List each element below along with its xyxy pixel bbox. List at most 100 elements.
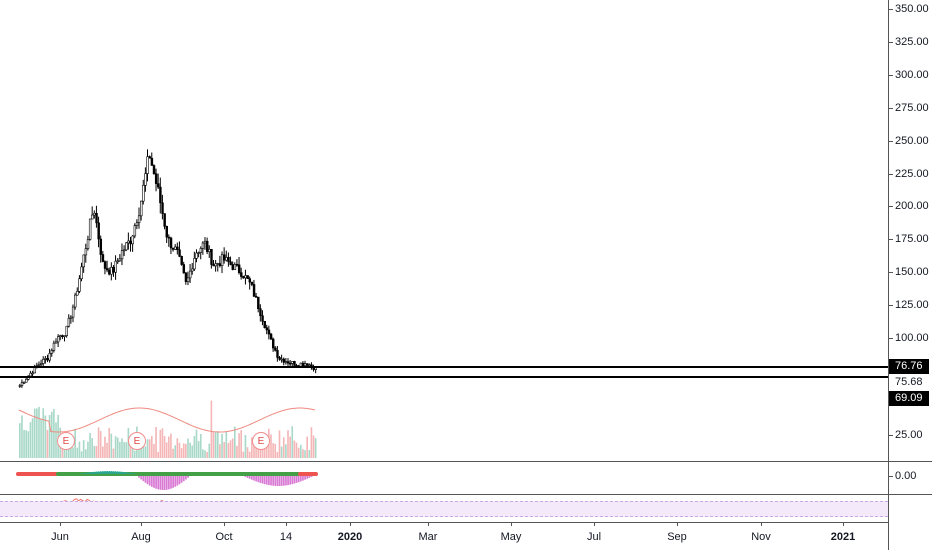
volume-bar — [21, 415, 23, 458]
candle-body — [174, 246, 177, 250]
volume-bar — [19, 423, 21, 458]
time-axis-tick — [286, 522, 287, 526]
candle-body — [95, 212, 98, 224]
macd-histogram-bar — [121, 471, 123, 474]
macd-histogram-bar — [263, 476, 266, 485]
price-label-lower-level[interactable]: 69.09 — [889, 391, 929, 406]
macd-histogram-bar — [246, 476, 249, 478]
macd-histogram-bar — [270, 476, 272, 486]
macd-histogram-bar — [297, 476, 300, 483]
candle-body — [210, 248, 213, 265]
price-axis-tick — [889, 9, 893, 10]
volume-bar — [233, 426, 236, 458]
chart-canvas[interactable] — [0, 0, 888, 550]
macd-histogram-bar — [119, 471, 121, 474]
horizontal-line-upper[interactable] — [0, 366, 889, 368]
macd-histogram-bar — [276, 476, 279, 486]
volume-bar — [168, 436, 170, 458]
macd-histogram-bar — [272, 476, 275, 486]
candle-body — [37, 364, 41, 366]
macd-histogram-bar — [282, 476, 285, 486]
macd-histogram-bar — [257, 476, 260, 483]
volume-bar — [36, 408, 38, 458]
time-axis-label: Sep — [667, 531, 687, 543]
macd-histogram-bar — [295, 476, 298, 483]
time-axis-label: Mar — [418, 531, 438, 543]
price-axis-border — [888, 0, 889, 550]
candle-body — [59, 335, 62, 337]
macd-histogram-bar — [291, 476, 294, 485]
macd-histogram-bar — [187, 476, 189, 478]
candle-body — [129, 240, 132, 245]
volume-bar — [87, 441, 89, 458]
price-label-upper-level[interactable]: 76.76 — [889, 359, 929, 374]
volume-bar — [31, 418, 34, 458]
volume-bar — [65, 447, 68, 458]
macd-histogram-bar — [289, 476, 292, 485]
volume-bar — [72, 447, 74, 458]
macd-histogram-bar — [174, 476, 177, 487]
price-series — [18, 149, 318, 388]
candle-body — [86, 239, 90, 249]
time-axis-tick — [350, 522, 351, 526]
macd-histogram-bar — [148, 476, 151, 486]
candle-body — [269, 333, 273, 340]
candle-body — [188, 270, 192, 279]
macd-histogram-bar — [159, 476, 162, 490]
volume-bar — [140, 447, 142, 458]
volume-bar — [282, 437, 285, 458]
price-label-last[interactable]: 75.68 — [889, 375, 929, 390]
volume-bar — [104, 436, 106, 458]
pane-separator-macd[interactable] — [0, 461, 932, 462]
rsi-upper-band-line — [0, 501, 888, 502]
pane-separator-rsi[interactable] — [0, 494, 932, 495]
volume-bar — [150, 435, 153, 458]
time-axis-tick — [843, 522, 844, 526]
candle-body — [197, 252, 200, 254]
horizontal-line-lower[interactable] — [0, 376, 889, 378]
earnings-marker[interactable]: E — [57, 432, 75, 450]
volume-bar — [99, 431, 102, 458]
candle-body — [242, 276, 245, 279]
volume-bar — [242, 451, 245, 458]
macd-histogram-bar — [89, 472, 91, 474]
candle-body — [99, 238, 103, 255]
volume-bar — [74, 428, 76, 458]
volume-bar — [44, 415, 47, 458]
macd-histogram-bar — [176, 476, 179, 486]
volume-bar — [119, 441, 121, 458]
candle-body — [257, 296, 260, 310]
volume-bar — [185, 443, 187, 458]
candle-body — [146, 156, 149, 174]
time-axis-tick — [677, 522, 678, 526]
volume-bar — [48, 415, 51, 458]
volume-bar — [219, 444, 221, 458]
candle-body — [250, 281, 254, 285]
volume-bar — [38, 406, 40, 458]
volume-bar — [110, 433, 113, 458]
earnings-marker[interactable]: E — [252, 432, 270, 450]
candle-body — [154, 173, 158, 184]
candle-body — [233, 264, 237, 270]
candle-body — [112, 267, 115, 273]
time-axis-tick — [60, 522, 61, 526]
time-axis-label: Aug — [131, 531, 151, 543]
candle-body — [237, 264, 241, 273]
macd-histogram-bar — [274, 476, 277, 486]
candle-body — [163, 213, 166, 227]
macd-histogram-bar — [170, 476, 172, 489]
earnings-marker[interactable]: E — [128, 432, 146, 450]
candle-body — [201, 242, 205, 249]
volume-bar — [82, 440, 85, 458]
candle-body — [203, 240, 207, 244]
candle-body — [265, 327, 269, 331]
volume-bar — [208, 443, 211, 458]
price-axis-tick — [889, 239, 893, 241]
candle-body — [171, 247, 175, 250]
time-axis-label: Oct — [215, 531, 233, 543]
candle-body — [280, 358, 283, 361]
candle-body — [69, 316, 73, 319]
volume-bar — [308, 449, 311, 458]
volume-bar — [50, 411, 53, 458]
